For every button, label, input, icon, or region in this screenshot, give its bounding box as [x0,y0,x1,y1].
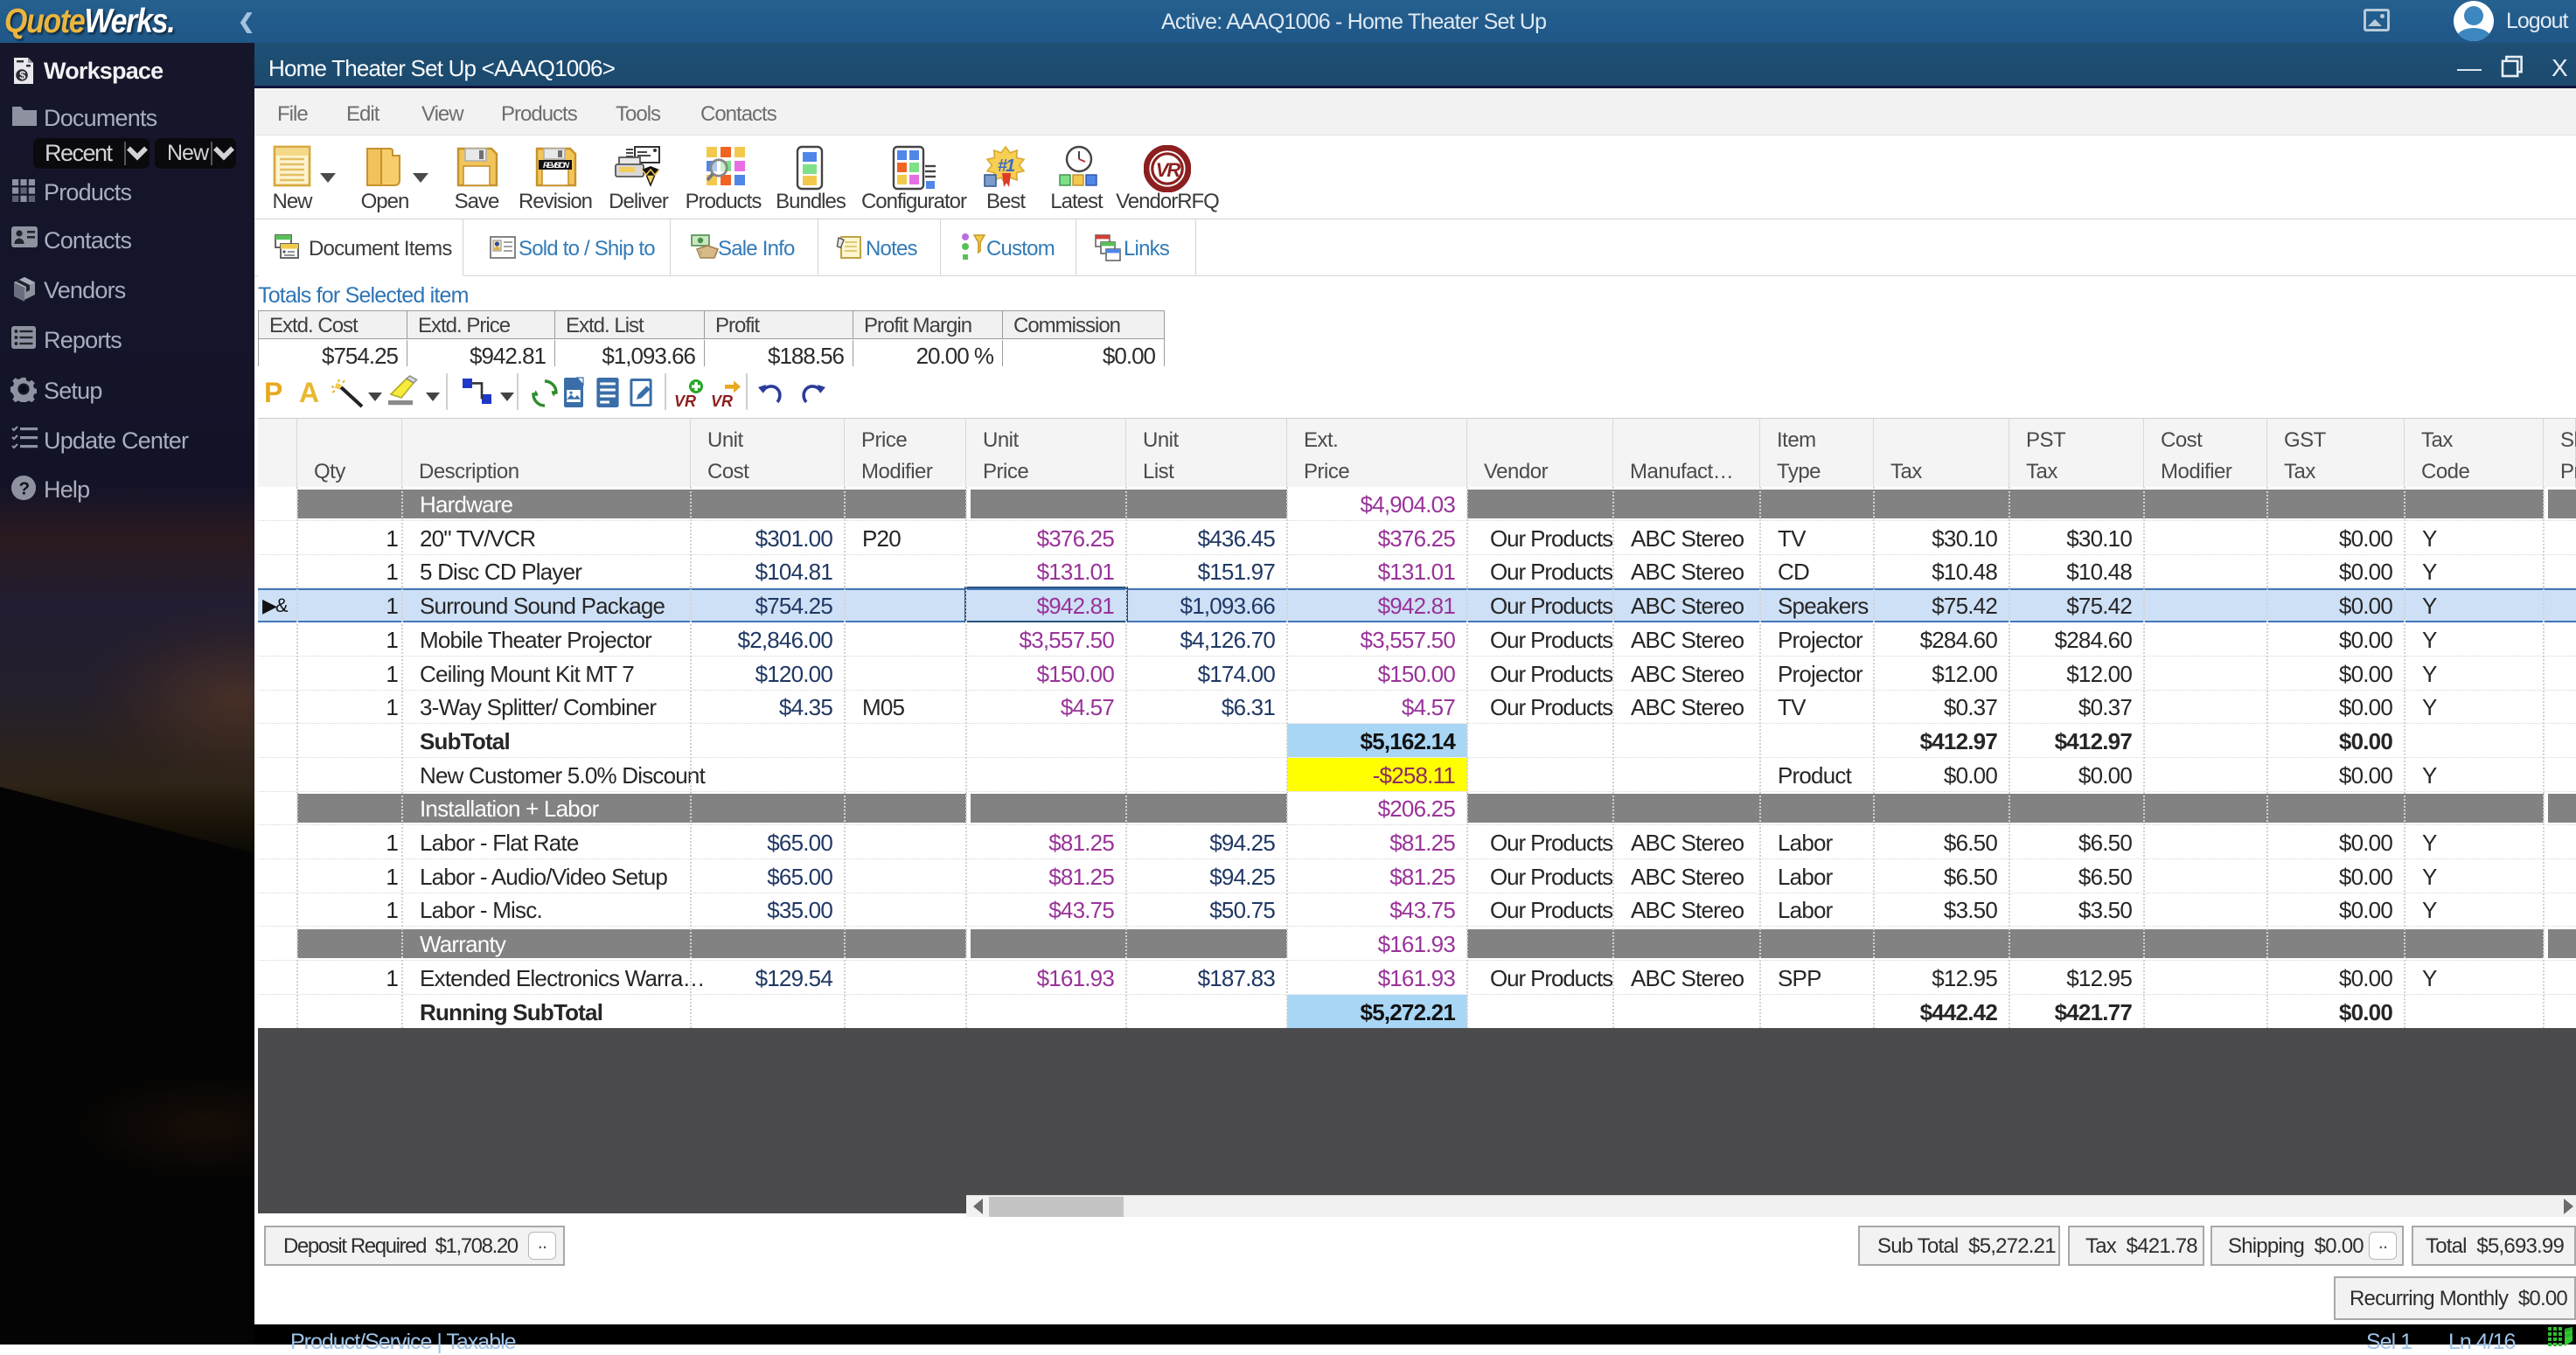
svg-text:VR: VR [1156,159,1181,181]
svg-text:VR: VR [674,393,696,410]
svg-text:REVISION: REVISION [543,161,569,170]
svg-text:VR: VR [711,393,733,410]
svg-text:?: ? [18,479,29,499]
svg-text:#1: #1 [998,156,1015,176]
svg-text:$: $ [19,68,26,81]
